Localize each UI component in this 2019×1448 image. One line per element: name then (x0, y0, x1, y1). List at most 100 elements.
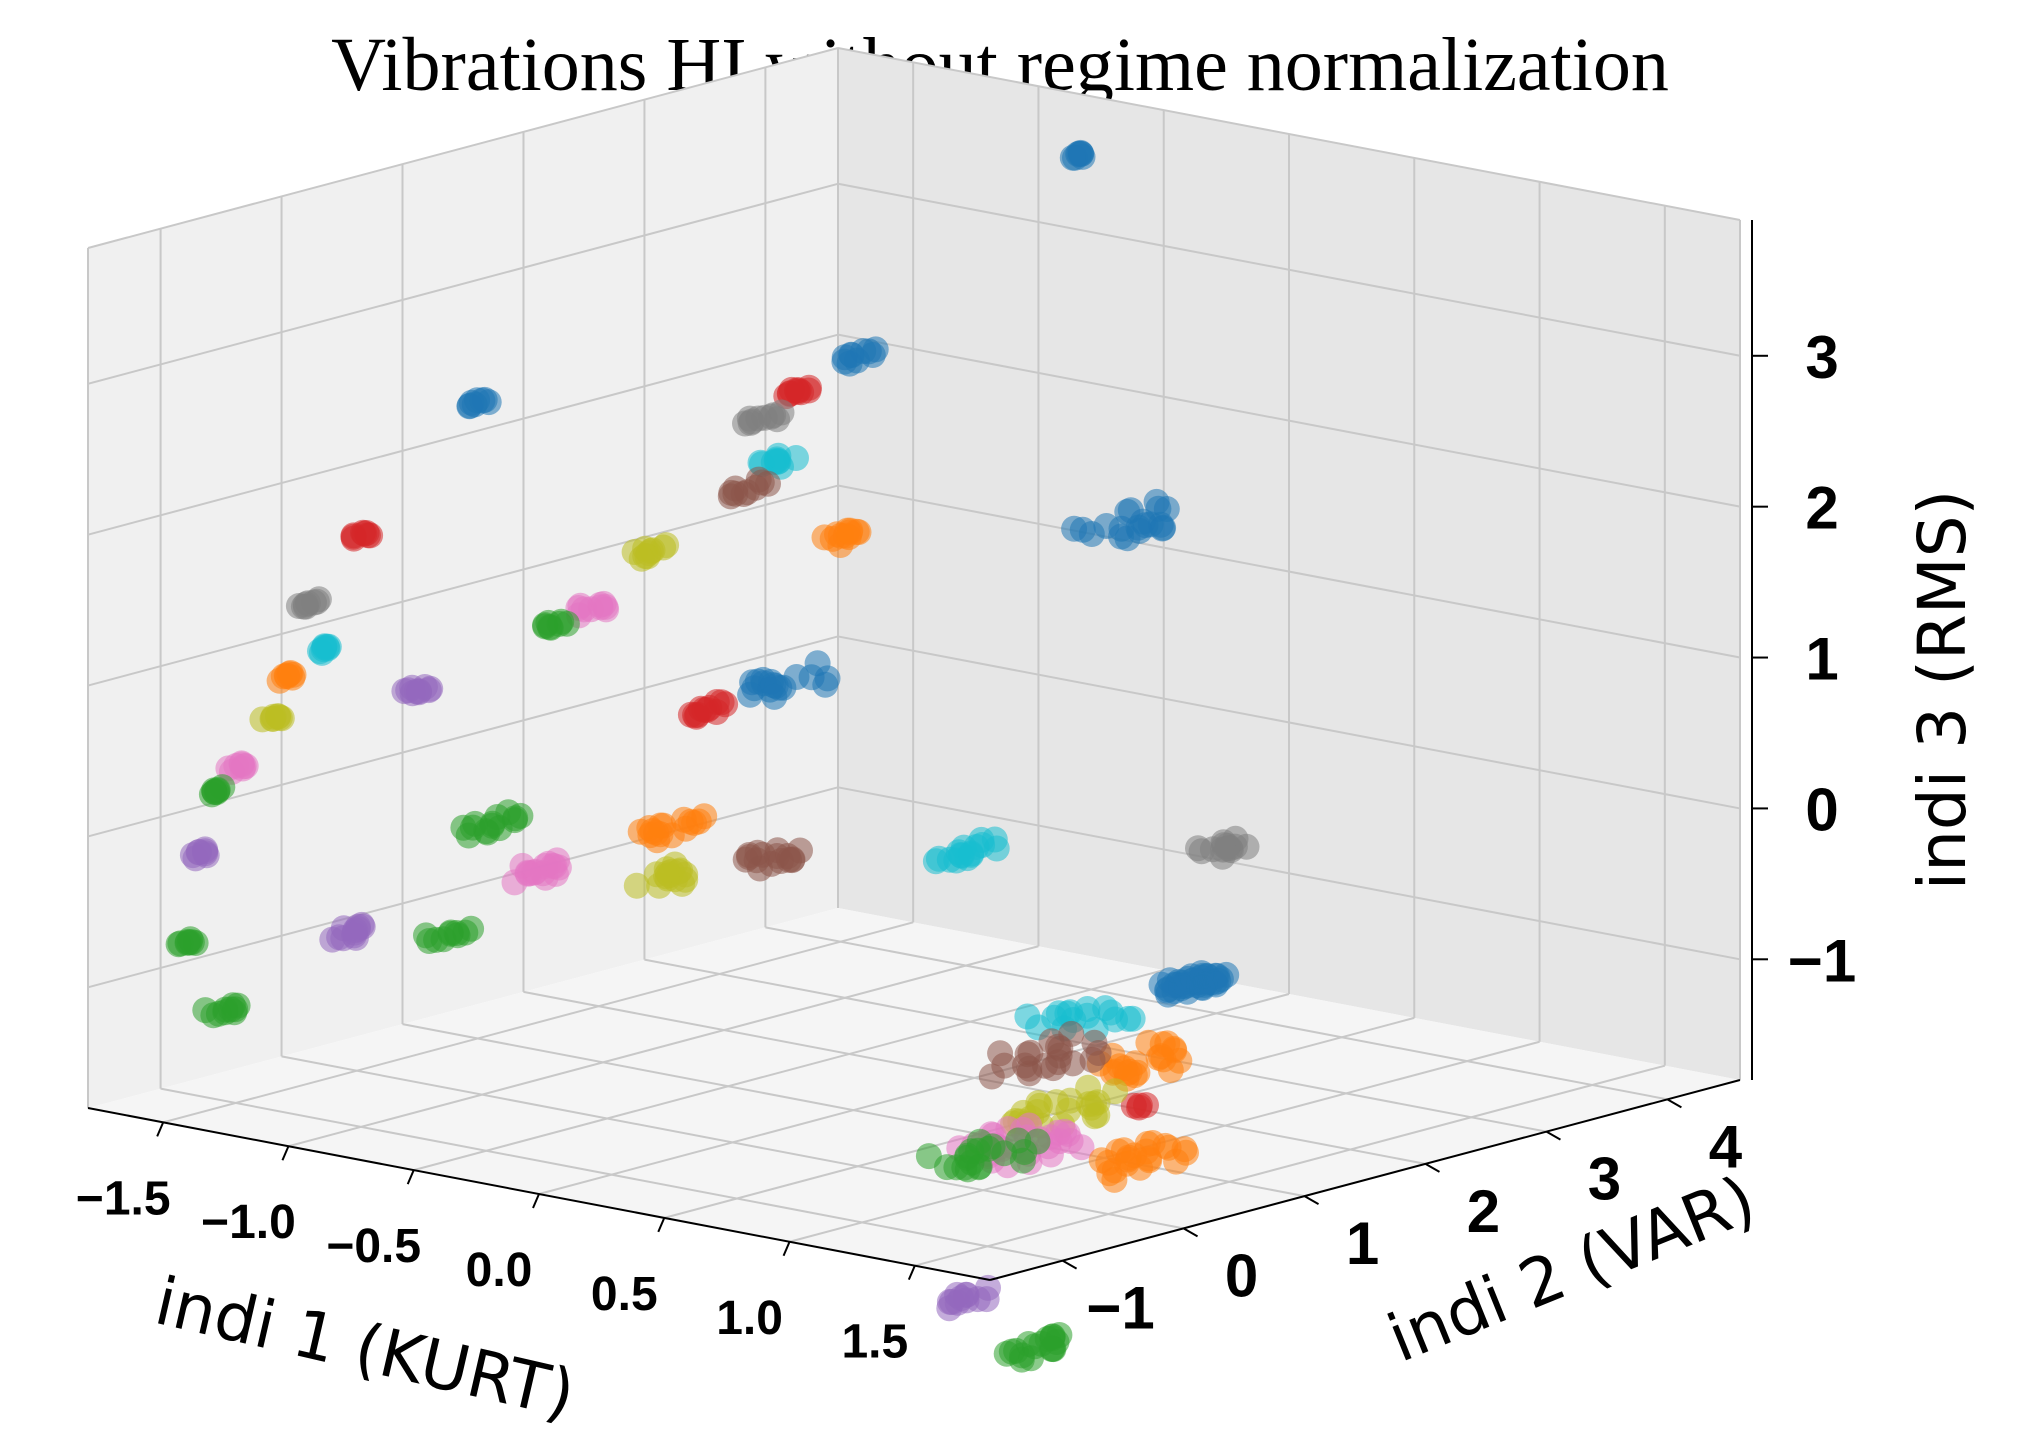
z-tick-label: −1 (1788, 927, 1856, 994)
y-tick-label: 1 (1346, 1210, 1379, 1277)
data-point-orange (1115, 1144, 1142, 1171)
data-point-blue (814, 665, 841, 692)
data-point-blue (1078, 521, 1105, 547)
gridline-y-floor (281, 1055, 1184, 1230)
gridline-x-floor (162, 921, 914, 1124)
data-point-blue (1161, 972, 1187, 998)
gridline-z-right (837, 333, 1741, 508)
data-point-green (993, 1340, 1020, 1367)
gridline-y-floor (765, 926, 1668, 1101)
data-point-cyan (783, 445, 809, 471)
data-point-green (224, 992, 251, 1019)
data-point-brown (991, 1052, 1018, 1079)
data-point-gray (1210, 829, 1237, 856)
data-point-blue (737, 681, 764, 708)
y-tick-mark (1424, 1163, 1440, 1173)
x-tick-label: −1.0 (201, 1196, 296, 1249)
x-tick-mark (532, 1193, 540, 1209)
data-point-green (1005, 1127, 1032, 1154)
x-tick-mark (907, 1265, 916, 1281)
data-point-brown (1040, 1055, 1067, 1082)
data-point-orange (1101, 1166, 1128, 1193)
data-point-orange (834, 517, 861, 544)
data-point-green (915, 1143, 942, 1170)
data-point-blue (469, 387, 496, 414)
y-tick-mark (1304, 1195, 1320, 1205)
data-point-blue (1145, 495, 1172, 522)
data-point-orange (811, 524, 838, 551)
gridlines (87, 47, 1741, 1267)
data-point-purple (192, 836, 219, 863)
x-tick-label: 1.0 (716, 1292, 783, 1345)
data-point-pink (539, 852, 566, 879)
gridline-z-right (837, 786, 1741, 961)
data-point-cyan (948, 842, 975, 869)
data-point-blue (1191, 971, 1218, 998)
data-point-green (175, 928, 201, 955)
data-point-olive (1075, 1074, 1102, 1101)
data-point-olive (1102, 1078, 1129, 1105)
y-tick-label: 3 (1588, 1146, 1621, 1213)
data-point-pink (1054, 1120, 1081, 1147)
z-axis-label: indi 3 (RMS) (1904, 490, 1981, 891)
x-tick-label: −1.5 (76, 1172, 171, 1225)
gridline-z-right (837, 182, 1741, 357)
data-point-gray (758, 403, 785, 430)
z-tick-label: 0 (1805, 776, 1838, 843)
data-point-pink (592, 593, 619, 620)
data-point-orange (650, 812, 677, 839)
data-point-pink (228, 750, 255, 777)
data-point-cyan (1057, 999, 1084, 1026)
x-tick-mark (782, 1241, 791, 1257)
data-point-green (192, 997, 219, 1024)
data-point-brown (1079, 1046, 1106, 1073)
data-point-olive (1078, 1094, 1105, 1121)
x-tick-label: 1.5 (841, 1316, 908, 1369)
gridline-z-left (87, 333, 839, 536)
data-point-cyan (1014, 1003, 1041, 1030)
data-point-red (357, 522, 384, 549)
y-tick-label: 0 (1225, 1242, 1258, 1309)
data-point-purple (944, 1281, 971, 1308)
data-point-brown (755, 470, 781, 497)
data-point-olive (260, 703, 287, 730)
gridline-x-floor (413, 969, 1164, 1172)
gridline-x-floor (914, 1064, 1666, 1267)
y-axis-line (989, 1079, 1741, 1281)
data-point-green (443, 920, 470, 946)
data-point-green (546, 610, 573, 637)
y-tick-mark (1545, 1130, 1561, 1141)
y-tick-mark (1062, 1259, 1078, 1270)
x-tick-mark (156, 1121, 165, 1137)
data-point-orange (266, 667, 293, 694)
data-point-brown (1016, 1055, 1043, 1082)
tick-labels: −1.5 −1.0 −0.5 0.0 0.5 1.0 1.5 −1 0 1 2 3 4 −1 0 1 2 3 (76, 324, 1856, 1369)
x-tick-label: 0.0 (466, 1244, 533, 1297)
data-point-cyan (307, 638, 333, 665)
data-points (165, 139, 1260, 1373)
x-tick-mark (657, 1217, 666, 1233)
data-point-blue (850, 338, 877, 364)
data-point-brown (774, 843, 801, 869)
data-point-blue (1059, 144, 1086, 171)
data-point-cyan (1115, 1005, 1142, 1032)
data-point-olive (646, 872, 673, 899)
data-point-purple (319, 926, 346, 953)
x-tick-label: 0.5 (591, 1268, 658, 1321)
data-point-orange (627, 818, 654, 845)
data-point-olive (623, 872, 650, 899)
data-point-green (507, 802, 534, 829)
gridline-y-floor (523, 990, 1426, 1165)
pane-edge (87, 47, 839, 249)
data-point-purple (341, 922, 368, 949)
z-tick-label: 1 (1805, 626, 1838, 693)
y-tick-mark (1183, 1227, 1199, 1238)
data-point-green (486, 815, 513, 842)
y-tick-label: −1 (1086, 1275, 1154, 1342)
data-point-blue (760, 672, 787, 698)
y-tick-mark (1666, 1098, 1682, 1109)
gridline-y-floor (160, 1087, 1063, 1262)
gridline-z-right (837, 484, 1741, 659)
data-point-orange (1171, 1136, 1198, 1163)
